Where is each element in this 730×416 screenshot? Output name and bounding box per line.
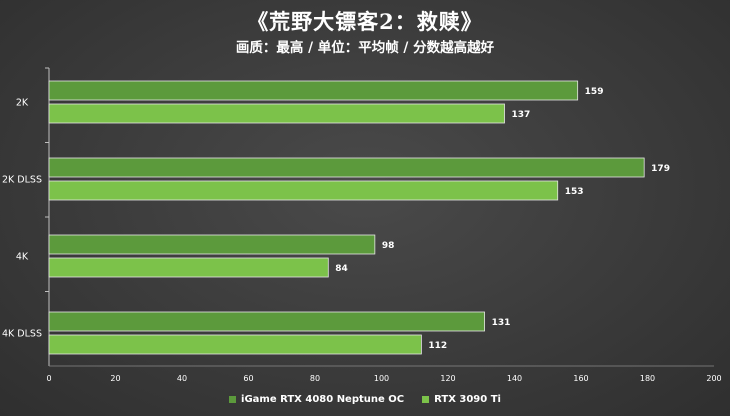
data-label: 179 — [651, 164, 670, 174]
x-tick-label: 200 — [706, 374, 721, 383]
bar-series-2 — [48, 334, 422, 355]
data-label: 131 — [492, 318, 511, 328]
x-tick-label: 160 — [573, 374, 588, 383]
category-label: 4K DLSS — [2, 329, 42, 340]
chart-subtitle: 画质：最高 / 单位：平均帧 / 分数越高越好 — [235, 40, 495, 56]
data-label: 84 — [335, 264, 348, 274]
legend-label-series-1: iGame RTX 4080 Neptune OC — [241, 394, 405, 405]
category-label: 2K — [16, 98, 29, 109]
bar-series-2 — [48, 103, 505, 124]
data-label: 98 — [382, 241, 395, 251]
x-tick-label: 60 — [243, 374, 253, 383]
x-tick-label: 40 — [177, 374, 187, 383]
x-tick-label: 120 — [440, 374, 455, 383]
x-tick-label: 20 — [110, 374, 120, 383]
x-tick-label: 140 — [507, 374, 522, 383]
legend-label-series-2: RTX 3090 Ti — [434, 394, 501, 405]
legend-item-series-1: iGame RTX 4080 Neptune OC — [229, 394, 404, 405]
x-tick-label: 100 — [374, 374, 389, 383]
legend-swatch-series-1 — [229, 396, 237, 403]
data-label: 159 — [585, 87, 604, 97]
data-label: 153 — [565, 187, 584, 197]
legend-swatch-series-2 — [422, 396, 430, 403]
x-tick-label: 180 — [640, 374, 655, 383]
bar-series-2 — [48, 180, 559, 201]
bar-series-2 — [48, 257, 329, 278]
data-label: 137 — [512, 110, 531, 120]
bar-series-1 — [48, 311, 485, 332]
bar-series-1 — [48, 234, 376, 255]
data-label: 112 — [428, 341, 447, 351]
x-tick-label: 80 — [310, 374, 320, 383]
category-label: 2K DLSS — [2, 175, 42, 186]
chart-legend: iGame RTX 4080 Neptune OC RTX 3090 Ti — [0, 394, 730, 405]
bar-series-1 — [48, 80, 579, 101]
bar-series-1 — [48, 157, 645, 178]
legend-item-series-2: RTX 3090 Ti — [422, 394, 501, 405]
category-label: 4K — [16, 252, 29, 263]
x-tick-label: 0 — [46, 374, 51, 383]
chart-title: 《荒野大镖客2：救赎》 — [247, 9, 483, 34]
